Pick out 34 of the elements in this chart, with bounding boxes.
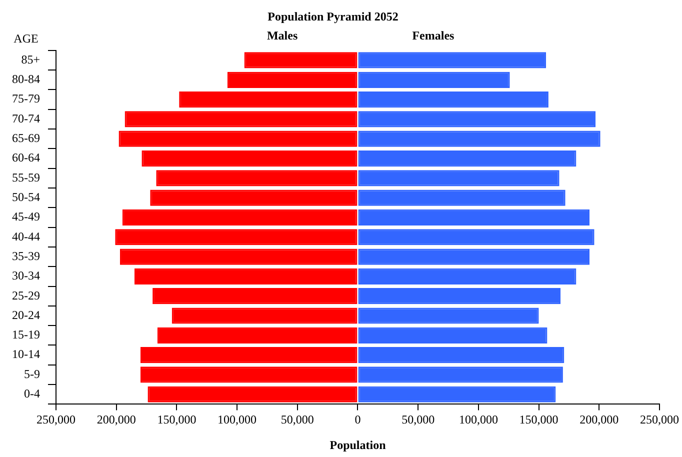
x-tick-label: 100,000 <box>458 412 498 427</box>
y-tick-label: 40-44 <box>12 229 40 244</box>
x-tick-label: 150,000 <box>519 412 558 427</box>
chart-title: Population Pyramid 2052 <box>268 9 398 24</box>
x-tick-label: 50,000 <box>402 412 435 427</box>
y-tick-label: 5-9 <box>24 366 40 381</box>
x-tick-label: 150,000 <box>157 412 196 427</box>
series-label: Females <box>412 28 455 42</box>
y-tick-label: 50-54 <box>12 190 40 204</box>
x-tick-label: 200,000 <box>580 412 619 427</box>
y-tick-label: 80-84 <box>12 72 40 86</box>
y-tick-label: 45-49 <box>12 210 40 224</box>
x-tick-label: 200,000 <box>96 412 136 427</box>
x-axis-title: Population <box>330 438 386 452</box>
y-tick-label: 10-14 <box>12 347 40 362</box>
y-tick-label: 65-69 <box>12 131 40 146</box>
x-tick-label: 250,000 <box>640 412 679 427</box>
y-tick-label: 30-34 <box>12 268 40 283</box>
y-tick-label: 25-29 <box>12 288 40 302</box>
y-axis-title: AGE <box>14 32 38 46</box>
y-tick-label: 85+ <box>21 52 40 66</box>
y-tick-label: 60-64 <box>12 150 40 165</box>
y-tick-label: 35-39 <box>12 248 40 263</box>
y-tick-label: 75-79 <box>12 92 40 106</box>
y-tick-label: 15-19 <box>12 328 40 342</box>
x-tick-label: 50,000 <box>280 412 314 427</box>
series-label: Males <box>266 28 298 42</box>
y-tick-label: 70-74 <box>12 111 40 126</box>
x-tick-label: 100,000 <box>218 412 257 427</box>
y-tick-label: 55-59 <box>12 170 40 184</box>
y-tick-label: 20-24 <box>12 308 40 322</box>
x-tick-label: 250,000 <box>36 412 76 427</box>
y-tick-label: 0-4 <box>24 386 40 401</box>
x-tick-label: 0 <box>354 412 361 427</box>
